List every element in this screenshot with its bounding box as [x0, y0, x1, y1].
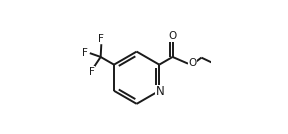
Text: F: F — [82, 48, 88, 58]
Text: F: F — [89, 67, 94, 77]
Text: O: O — [168, 31, 177, 41]
Text: O: O — [188, 58, 196, 68]
Text: N: N — [156, 85, 164, 98]
Text: F: F — [98, 34, 104, 44]
